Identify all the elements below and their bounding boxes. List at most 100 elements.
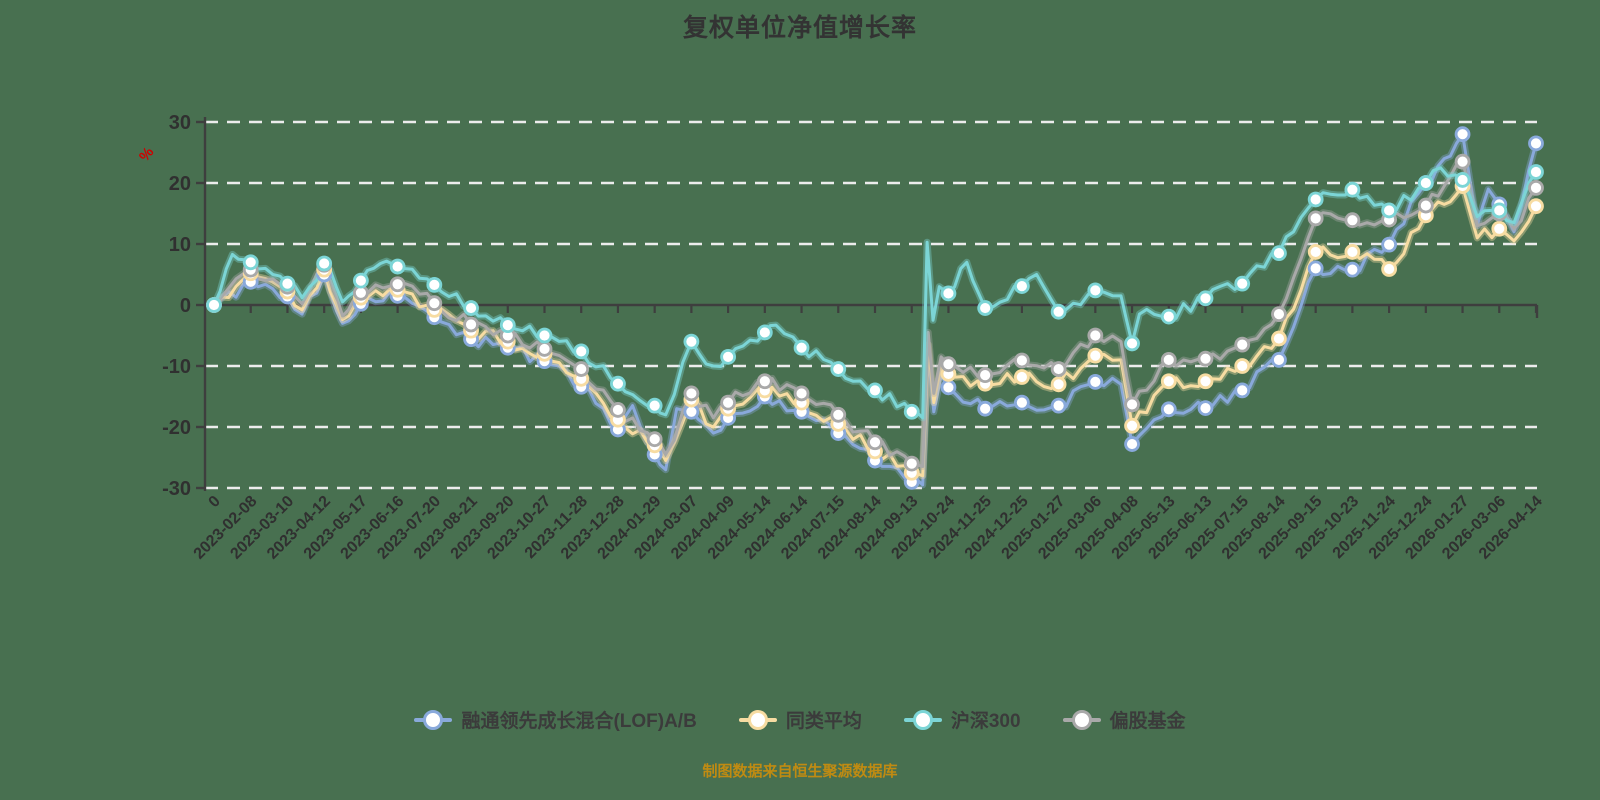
data-point-marker xyxy=(536,341,553,357)
data-point-marker xyxy=(1087,373,1104,390)
data-point-marker xyxy=(830,361,847,377)
data-point-marker xyxy=(1528,135,1544,152)
data-point-marker xyxy=(1234,382,1251,399)
data-point-marker xyxy=(1160,351,1177,368)
data-point-marker xyxy=(573,361,590,377)
grid-lines xyxy=(205,120,1537,490)
legend-item-0[interactable]: 融通领先成长混合(LOF)A/B xyxy=(414,706,697,733)
data-point-marker xyxy=(1271,306,1287,323)
data-point-marker xyxy=(1197,373,1214,390)
legend-item-1[interactable]: 同类平均 xyxy=(738,706,862,733)
series-line-1 xyxy=(212,184,1538,478)
data-point-marker xyxy=(1050,397,1067,414)
series-line-3 xyxy=(212,160,1538,469)
data-point-marker xyxy=(1528,164,1544,180)
data-point-marker xyxy=(1344,244,1361,260)
data-point-marker xyxy=(830,406,847,423)
legend-label: 沪深300 xyxy=(950,711,1021,732)
series-halo-1 xyxy=(210,182,1540,480)
series-halo-3 xyxy=(210,158,1540,471)
y-tick-label: -30 xyxy=(162,478,191,500)
data-point-marker xyxy=(1197,290,1214,307)
data-point-marker xyxy=(1307,260,1324,277)
data-point-marker xyxy=(1087,347,1104,364)
legend-line-marker-icon xyxy=(738,709,777,730)
data-point-marker xyxy=(1491,220,1508,237)
y-tick-label: 10 xyxy=(169,234,191,256)
data-point-marker xyxy=(1307,210,1324,227)
data-point-marker xyxy=(1307,244,1324,260)
y-tick-label: -10 xyxy=(162,356,191,378)
data-point-marker xyxy=(1013,369,1030,385)
data-point-marker xyxy=(1271,351,1287,368)
data-point-marker xyxy=(1271,330,1287,347)
data-point-marker xyxy=(1491,202,1508,219)
data-point-marker xyxy=(1160,401,1177,418)
data-point-marker xyxy=(1160,373,1177,390)
data-point-marker xyxy=(683,385,700,402)
legend-line-marker-icon xyxy=(903,709,942,730)
data-point-marker xyxy=(1197,400,1214,416)
data-point-marker xyxy=(903,403,920,420)
y-tick-label: 20 xyxy=(169,173,191,195)
legend-item-3[interactable]: 偏股基金 xyxy=(1062,706,1186,733)
data-source-note: 制图数据来自恒生聚源数据库 xyxy=(702,763,898,780)
data-point-marker xyxy=(940,379,957,396)
data-point-marker xyxy=(756,324,773,341)
data-point-marker xyxy=(426,295,443,312)
data-point-marker xyxy=(1197,350,1214,367)
data-point-marker xyxy=(1454,153,1471,170)
x-tick-label: 0 xyxy=(206,493,224,511)
data-point-marker xyxy=(242,254,259,271)
data-point-marker xyxy=(1234,275,1251,292)
chart-title: 复权单位净值增长率 xyxy=(682,14,917,42)
data-point-marker xyxy=(352,272,369,289)
data-point-marker xyxy=(646,431,663,448)
data-point-marker xyxy=(940,356,957,373)
legend-line-marker-icon xyxy=(414,709,453,730)
data-point-marker xyxy=(1454,172,1471,188)
data-point-marker xyxy=(1087,282,1104,299)
data-point-marker xyxy=(499,317,516,334)
legend-item-2[interactable]: 沪深300 xyxy=(903,706,1021,733)
data-point-marker xyxy=(1454,126,1471,143)
data-point-marker xyxy=(1087,327,1104,344)
data-point-marker xyxy=(463,300,479,316)
data-point-marker xyxy=(1381,261,1398,277)
data-point-marker xyxy=(867,434,883,451)
data-point-marker xyxy=(1528,198,1544,215)
data-point-marker xyxy=(206,297,222,313)
legend-line-marker-icon xyxy=(1062,709,1101,730)
data-point-marker xyxy=(1124,436,1140,452)
data-point-marker xyxy=(720,394,737,411)
legend-label: 融通领先成长混合(LOF)A/B xyxy=(461,711,697,732)
data-point-marker xyxy=(1050,303,1067,320)
data-point-marker xyxy=(536,327,553,344)
data-point-marker xyxy=(389,276,406,293)
data-point-marker xyxy=(867,382,883,399)
data-point-marker xyxy=(279,275,296,292)
data-point-marker xyxy=(1124,417,1140,434)
x-axis-labels: 02023-02-082023-03-102023-04-122023-05-1… xyxy=(191,493,1546,563)
data-point-marker xyxy=(903,455,920,472)
chart-legend: 融通领先成长混合(LOF)A/B 同类平均 沪深300 偏股基金 xyxy=(0,706,1600,733)
data-point-marker xyxy=(1234,358,1251,374)
legend-label: 偏股基金 xyxy=(1109,711,1186,732)
data-point-marker xyxy=(1528,179,1544,196)
data-point-marker xyxy=(977,300,994,316)
data-point-marker xyxy=(1381,202,1398,219)
data-point-marker xyxy=(1160,308,1177,325)
data-point-marker xyxy=(1013,394,1030,411)
data-point-marker xyxy=(1013,278,1030,294)
data-point-marker xyxy=(1344,261,1361,278)
data-point-marker xyxy=(646,397,663,414)
data-point-marker xyxy=(977,400,994,417)
y-tick-label: 0 xyxy=(180,295,191,317)
data-point-marker xyxy=(977,367,994,384)
data-point-marker xyxy=(756,373,773,390)
data-point-marker xyxy=(389,258,406,275)
data-point-marker xyxy=(1050,376,1067,393)
data-point-marker xyxy=(940,285,957,302)
y-tick-label: 30 xyxy=(169,112,191,134)
